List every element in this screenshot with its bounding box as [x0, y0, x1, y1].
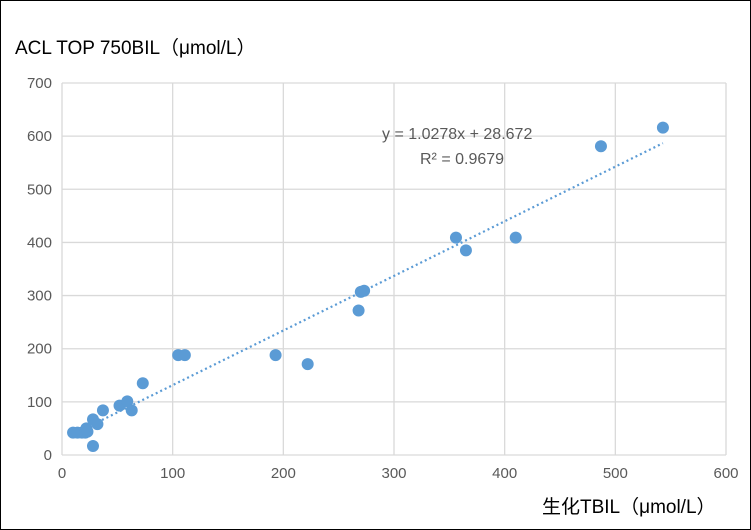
data-point — [352, 304, 365, 317]
data-point — [96, 404, 109, 417]
data-point — [86, 439, 99, 452]
x-tick-label: 0 — [58, 465, 66, 482]
data-point — [449, 231, 462, 244]
y-tick-label: 500 — [27, 181, 52, 198]
data-point — [91, 418, 104, 431]
data-point — [594, 140, 607, 153]
data-point — [81, 425, 94, 438]
data-point — [269, 349, 282, 362]
data-point — [459, 244, 472, 257]
y-tick-label: 600 — [27, 128, 52, 145]
data-point — [178, 349, 191, 362]
y-tick-label: 100 — [27, 394, 52, 411]
y-tick-label: 300 — [27, 288, 52, 305]
data-point — [656, 121, 669, 134]
data-point — [301, 358, 314, 371]
x-tick-label: 500 — [603, 465, 628, 482]
data-point — [509, 231, 522, 244]
x-axis-title: 生化TBIL（μmol/L） — [542, 497, 716, 518]
x-tick-label: 600 — [713, 465, 738, 482]
data-point — [358, 284, 371, 297]
data-point — [136, 377, 149, 390]
r-squared-label: R² = 0.9679 — [420, 151, 504, 168]
y-tick-label: 700 — [27, 75, 52, 92]
y-tick-label: 200 — [27, 341, 52, 358]
data-point — [121, 395, 134, 408]
x-tick-label: 300 — [381, 465, 406, 482]
trendline — [92, 142, 664, 426]
y-tick-label: 400 — [27, 234, 52, 251]
x-tick-label: 100 — [160, 465, 185, 482]
y-axis-title: ACL TOP 750BIL（μmol/L） — [15, 38, 256, 59]
x-tick-label: 200 — [271, 465, 296, 482]
x-tick-label: 400 — [492, 465, 517, 482]
y-tick-label: 0 — [44, 447, 52, 464]
data-point — [125, 404, 138, 417]
trendline-equation: y = 1.0278x + 28.672 — [382, 126, 532, 143]
